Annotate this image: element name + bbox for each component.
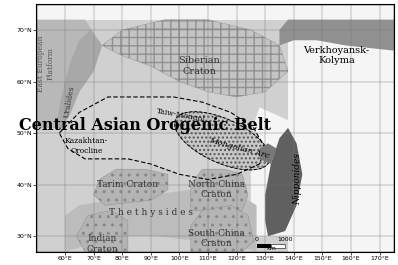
Text: Central Asian Orogenic Belt: Central Asian Orogenic Belt [19,117,271,134]
Polygon shape [175,112,270,170]
Polygon shape [288,4,394,252]
Polygon shape [191,205,254,252]
Text: Indian
Craton: Indian Craton [86,234,118,254]
Text: Siberian
Craton: Siberian Craton [179,56,220,76]
Text: 0: 0 [255,237,259,242]
Polygon shape [57,30,102,128]
Polygon shape [65,190,257,252]
Polygon shape [36,4,394,20]
Text: North China
Craton: North China Craton [188,180,245,200]
Polygon shape [279,20,394,51]
Polygon shape [36,20,102,128]
Polygon shape [76,210,128,252]
Text: Uralides: Uralides [62,85,76,119]
Text: T h e t h y s i d e s: T h e t h y s i d e s [109,209,193,218]
Polygon shape [265,128,302,236]
Text: Taiw-Mongol: Taiw-Mongol [156,107,206,123]
Text: South China
Craton: South China Craton [188,229,245,249]
Polygon shape [102,20,288,97]
Text: km: km [266,246,276,251]
Polygon shape [94,169,168,205]
Text: Mongolian Arc: Mongolian Arc [208,136,271,161]
Polygon shape [59,97,265,179]
Text: Nipponides: Nipponides [294,153,302,205]
Text: Tarim Craton: Tarim Craton [98,180,158,189]
Text: 1000: 1000 [277,237,293,242]
Polygon shape [259,143,277,164]
Text: Verkhoyansk-
Kolyma: Verkhoyansk- Kolyma [304,46,370,65]
Text: East European
Platform: East European Platform [37,35,54,92]
Text: Kazakhtan-
Orocline: Kazakhtan- Orocline [65,137,108,154]
Polygon shape [251,107,294,236]
Polygon shape [191,169,248,210]
